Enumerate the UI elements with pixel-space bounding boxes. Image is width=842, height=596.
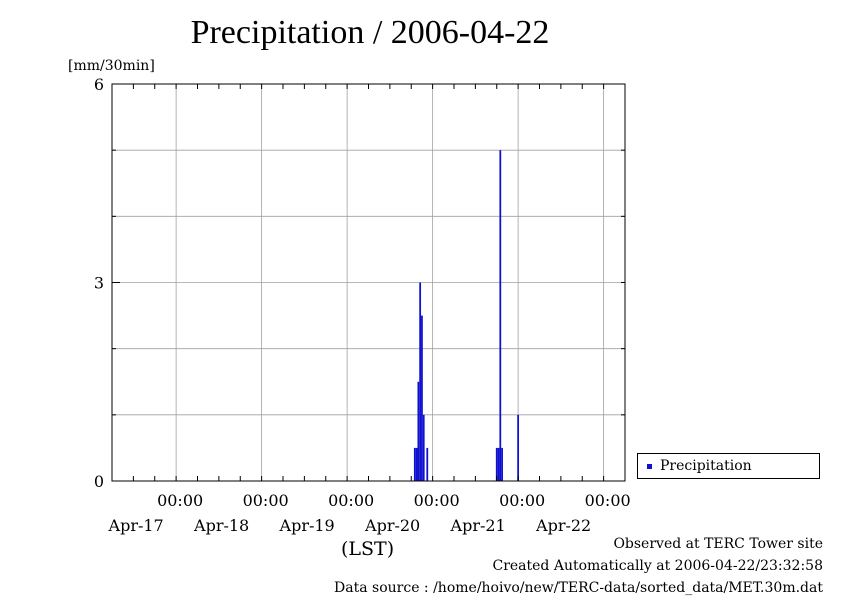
precipitation-bar	[501, 447, 503, 481]
gridlines	[112, 84, 625, 481]
x-tick-time: 00:00	[499, 491, 545, 510]
y-tick-label: 3	[94, 274, 104, 293]
x-axis-label: (LST)	[341, 538, 395, 560]
x-tick-date: Apr-19	[279, 516, 335, 535]
precipitation-bar	[426, 447, 429, 481]
y-tick-labels: 0 3 6	[94, 75, 104, 491]
x-tick-time: 00:00	[585, 491, 631, 510]
precipitation-bar	[499, 150, 502, 481]
y-tick-label: 0	[94, 472, 104, 491]
axis-ticks	[112, 83, 625, 482]
footer-created: Created Automatically at 2006-04-22/23:3…	[492, 558, 823, 574]
x-tick-date: Apr-18	[193, 516, 249, 535]
x-tick-time: 00:00	[243, 491, 289, 510]
x-tick-time: 00:00	[328, 491, 374, 510]
legend-swatch	[647, 464, 652, 469]
legend-label: Precipitation	[660, 458, 752, 474]
x-tick-date: Apr-20	[364, 516, 420, 535]
chart-title: Precipitation / 2006-04-22	[190, 14, 550, 51]
y-axis-label: [mm/30min]	[68, 58, 155, 74]
x-tick-labels: 00:00 Apr-17 00:00 Apr-18 00:00 Apr-19 00:00 Ap…	[108, 491, 631, 535]
precipitation-bar	[417, 381, 420, 481]
legend: Precipitation	[637, 453, 820, 479]
y-tick-label: 6	[94, 75, 104, 94]
x-tick-time: 00:00	[414, 491, 460, 510]
precipitation-bars	[413, 150, 520, 481]
precipitation-bar	[422, 414, 425, 481]
footer-source: Data source : /home/hoivo/new/TERC-data/…	[334, 580, 823, 596]
precipitation-bar	[419, 282, 422, 481]
precipitation-bar	[421, 315, 423, 481]
x-tick-time: 00:00	[157, 491, 203, 510]
precipitation-bar	[413, 447, 416, 481]
x-tick-date: Apr-22	[535, 516, 591, 535]
precipitation-bar	[415, 447, 418, 481]
x-tick-date: Apr-17	[108, 516, 164, 535]
x-tick-date: Apr-21	[450, 516, 506, 535]
precipitation-bar	[495, 447, 498, 481]
precipitation-bar	[517, 414, 520, 481]
footer-site: Observed at TERC Tower site	[613, 536, 823, 552]
precipitation-bar	[497, 447, 500, 481]
